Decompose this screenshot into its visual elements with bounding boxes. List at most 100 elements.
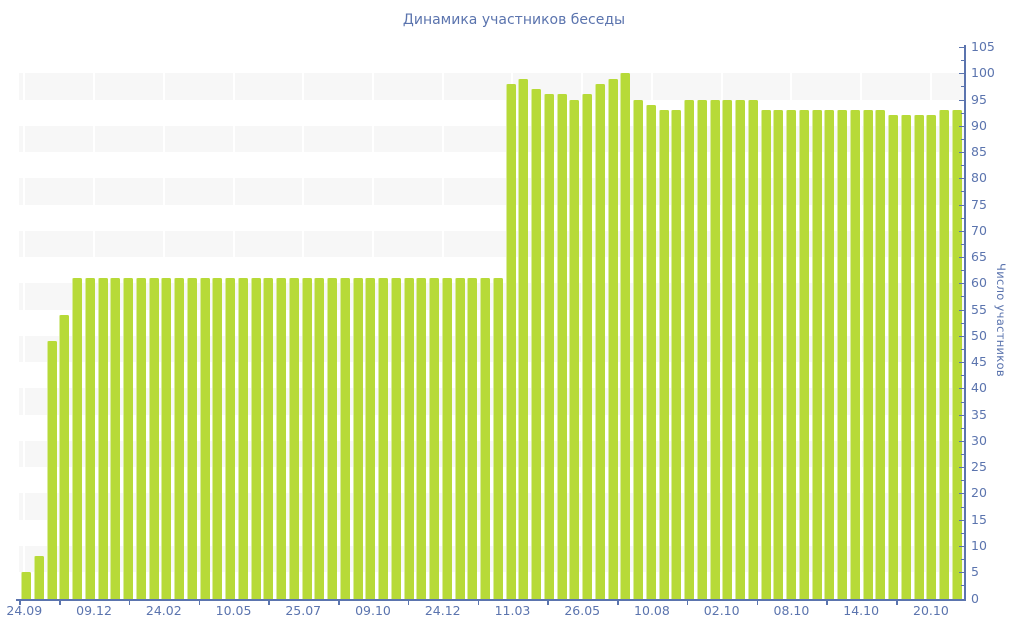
y-tick-label: 85 xyxy=(971,144,987,160)
x-tick xyxy=(477,600,480,605)
y-minor-tick xyxy=(961,559,965,561)
x-tick-label: 11.03 xyxy=(494,602,531,618)
y-tick-label: 40 xyxy=(971,380,987,396)
y-major-tick xyxy=(959,257,965,259)
x-tick xyxy=(756,600,759,605)
y-minor-tick xyxy=(961,60,965,62)
y-axis-title: Число участников xyxy=(994,263,1008,377)
y-major-tick xyxy=(959,335,965,337)
bar xyxy=(709,99,720,599)
x-tick xyxy=(59,600,61,605)
y-minor-tick xyxy=(961,375,965,377)
bar xyxy=(888,115,898,599)
y-major-tick xyxy=(959,467,965,469)
x-tick-label: 24.09 xyxy=(6,602,43,618)
y-minor-tick xyxy=(961,165,965,167)
y-major-tick xyxy=(959,362,965,364)
y-minor-tick xyxy=(961,217,965,219)
bar xyxy=(276,278,286,599)
bar xyxy=(926,115,937,599)
bar xyxy=(288,278,299,599)
bar xyxy=(365,278,376,599)
bar xyxy=(543,94,554,599)
y-major-tick xyxy=(959,519,965,521)
bar xyxy=(110,278,121,599)
bar xyxy=(33,556,44,599)
bar xyxy=(862,110,873,599)
bar xyxy=(429,278,439,599)
grid-band xyxy=(19,73,965,100)
bar xyxy=(811,110,822,599)
bar xyxy=(875,110,886,599)
y-tick-label: 75 xyxy=(971,196,987,212)
bar xyxy=(21,572,31,599)
bar xyxy=(352,278,363,599)
bar xyxy=(849,110,860,599)
bar xyxy=(951,110,962,599)
x-tick-label: 24.12 xyxy=(424,602,461,618)
y-minor-tick xyxy=(961,86,965,88)
y-tick-label: 80 xyxy=(971,170,987,186)
x-tick xyxy=(686,600,689,605)
bar xyxy=(148,278,159,599)
y-minor-tick xyxy=(961,270,965,272)
y-minor-tick xyxy=(961,427,965,429)
bar xyxy=(645,104,656,599)
x-tick xyxy=(617,600,619,605)
bar xyxy=(174,278,184,599)
x-tick-label: 02.10 xyxy=(703,602,740,618)
x-tick-label: 09.10 xyxy=(355,602,391,618)
bar xyxy=(900,115,911,599)
bar xyxy=(314,278,325,599)
y-tick-label: 100 xyxy=(971,65,995,81)
y-tick-label: 65 xyxy=(971,249,987,265)
y-tick-label: 10 xyxy=(971,538,987,554)
bar xyxy=(416,278,427,599)
bar xyxy=(480,278,490,599)
y-tick-label: 35 xyxy=(971,406,987,422)
y-major-tick xyxy=(959,598,965,600)
bar xyxy=(684,99,694,599)
y-major-tick xyxy=(959,152,965,154)
y-major-tick xyxy=(959,493,965,495)
y-minor-tick xyxy=(961,585,965,587)
bar xyxy=(747,99,758,599)
bar xyxy=(786,110,796,599)
x-tick-label: 14.10 xyxy=(843,602,880,618)
y-major-tick xyxy=(959,440,965,442)
vertical-gridline xyxy=(860,47,863,599)
bar xyxy=(339,278,350,599)
y-tick-label: 25 xyxy=(971,459,987,475)
bar xyxy=(556,94,567,599)
x-tick xyxy=(128,600,131,605)
y-major-tick xyxy=(959,545,965,547)
bar xyxy=(696,99,707,599)
bar xyxy=(760,110,771,599)
bar xyxy=(467,278,478,599)
y-tick-label: 90 xyxy=(971,117,987,133)
x-tick xyxy=(896,600,898,605)
y-tick-label: 45 xyxy=(971,354,987,370)
x-tick-label: 20.10 xyxy=(913,602,949,618)
bar xyxy=(135,278,146,599)
bar xyxy=(569,99,580,599)
y-major-tick xyxy=(959,47,965,48)
y-tick-label: 70 xyxy=(971,223,987,239)
y-minor-tick xyxy=(961,243,965,245)
bar xyxy=(123,278,133,599)
y-major-tick xyxy=(959,204,965,206)
y-major-tick xyxy=(959,178,965,180)
bar xyxy=(531,89,541,599)
y-tick-label: 50 xyxy=(971,328,987,344)
x-tick-label: 10.08 xyxy=(634,602,670,618)
y-minor-tick xyxy=(961,138,965,140)
y-major-tick xyxy=(959,125,965,127)
y-tick-label: 95 xyxy=(971,91,987,107)
y-minor-tick xyxy=(961,112,965,114)
y-minor-tick xyxy=(961,454,965,456)
bar xyxy=(327,278,337,599)
y-axis-line xyxy=(964,45,966,601)
bar xyxy=(250,278,261,599)
bar xyxy=(735,99,745,599)
bar xyxy=(582,94,592,599)
